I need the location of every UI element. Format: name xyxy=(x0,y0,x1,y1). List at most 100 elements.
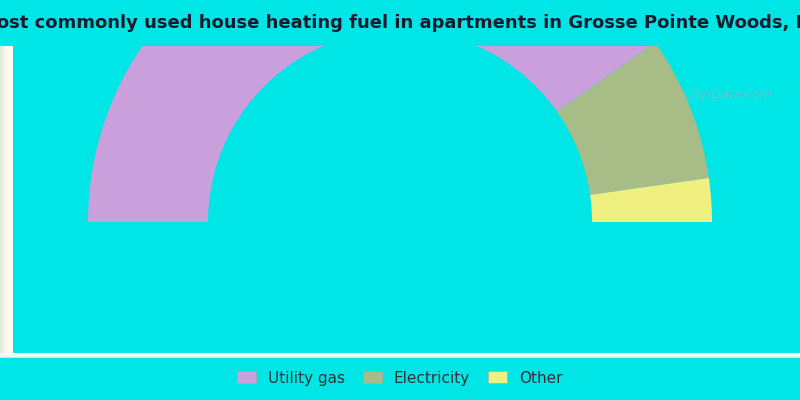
Bar xyxy=(4,46,10,358)
Bar xyxy=(0,355,800,357)
Bar xyxy=(6,46,13,358)
Bar xyxy=(4,46,11,358)
Bar xyxy=(2,46,9,358)
Bar xyxy=(6,46,12,358)
Bar xyxy=(1,46,7,358)
Bar xyxy=(6,46,13,358)
Bar xyxy=(1,46,7,358)
Bar xyxy=(0,354,800,357)
Bar xyxy=(0,46,6,358)
Bar xyxy=(0,355,800,358)
Bar xyxy=(2,46,8,358)
Bar xyxy=(0,354,800,356)
Bar xyxy=(4,46,10,358)
Bar xyxy=(0,354,800,356)
Bar xyxy=(6,46,12,358)
Bar xyxy=(0,355,800,358)
Bar xyxy=(0,354,800,356)
Bar xyxy=(0,354,800,357)
Bar xyxy=(0,355,800,358)
Bar xyxy=(0,355,800,358)
Bar xyxy=(2,46,9,358)
Bar xyxy=(1,46,7,358)
Bar xyxy=(0,46,7,358)
Bar xyxy=(3,46,10,358)
Bar xyxy=(2,46,9,358)
Bar xyxy=(4,46,10,358)
Bar xyxy=(0,353,800,356)
Bar xyxy=(6,46,12,358)
Bar xyxy=(2,46,9,358)
Bar xyxy=(6,46,13,358)
Bar xyxy=(0,355,800,357)
Bar xyxy=(0,354,800,356)
Bar xyxy=(3,46,10,358)
Bar xyxy=(0,354,800,356)
Bar xyxy=(3,46,10,358)
Bar xyxy=(0,353,800,356)
Bar xyxy=(4,46,10,358)
Bar xyxy=(1,46,7,358)
Bar xyxy=(0,354,800,356)
Bar xyxy=(0,353,800,356)
Bar xyxy=(0,354,800,356)
Bar xyxy=(0,354,800,357)
Bar xyxy=(0,354,800,357)
Bar xyxy=(0,354,800,357)
Bar xyxy=(0,354,800,356)
Bar xyxy=(2,46,9,358)
Bar xyxy=(4,46,11,358)
Bar xyxy=(0,353,800,356)
Bar xyxy=(0,353,800,356)
Bar xyxy=(2,46,8,358)
Legend: Utility gas, Electricity, Other: Utility gas, Electricity, Other xyxy=(231,364,569,392)
Bar xyxy=(0,354,800,357)
Bar xyxy=(4,46,11,358)
Bar xyxy=(0,355,800,358)
Bar xyxy=(1,46,8,358)
Bar xyxy=(2,46,8,358)
Bar xyxy=(6,46,13,358)
Bar xyxy=(0,354,800,357)
Bar xyxy=(0,354,800,357)
Wedge shape xyxy=(557,42,709,195)
Bar xyxy=(0,353,800,356)
Bar xyxy=(1,46,7,358)
Bar xyxy=(5,46,11,358)
Bar xyxy=(0,354,800,356)
Bar xyxy=(0,353,800,356)
Bar xyxy=(5,46,12,358)
Bar xyxy=(0,354,800,357)
Bar xyxy=(0,354,800,357)
Bar xyxy=(0,355,800,358)
Bar xyxy=(3,46,10,358)
Bar xyxy=(3,46,10,358)
Bar xyxy=(3,46,10,358)
Bar xyxy=(6,46,13,358)
Bar xyxy=(2,46,9,358)
Bar xyxy=(4,46,10,358)
Bar xyxy=(1,46,7,358)
Bar xyxy=(0,355,800,358)
Bar xyxy=(0,353,800,356)
Bar xyxy=(0,355,800,358)
Bar xyxy=(2,46,9,358)
Bar xyxy=(4,46,10,358)
Bar xyxy=(0,354,800,356)
Bar xyxy=(3,46,10,358)
Bar xyxy=(0,353,800,356)
Bar xyxy=(0,353,800,356)
Bar xyxy=(0,354,800,356)
Bar xyxy=(4,46,10,358)
Bar xyxy=(5,46,12,358)
Bar xyxy=(2,46,9,358)
Bar xyxy=(5,46,11,358)
Bar xyxy=(0,353,800,356)
Bar xyxy=(0,354,800,356)
Bar xyxy=(4,46,10,358)
Bar xyxy=(0,353,800,356)
Bar xyxy=(4,46,10,358)
Bar xyxy=(5,46,11,358)
Bar xyxy=(0,355,800,358)
Bar xyxy=(4,46,10,358)
